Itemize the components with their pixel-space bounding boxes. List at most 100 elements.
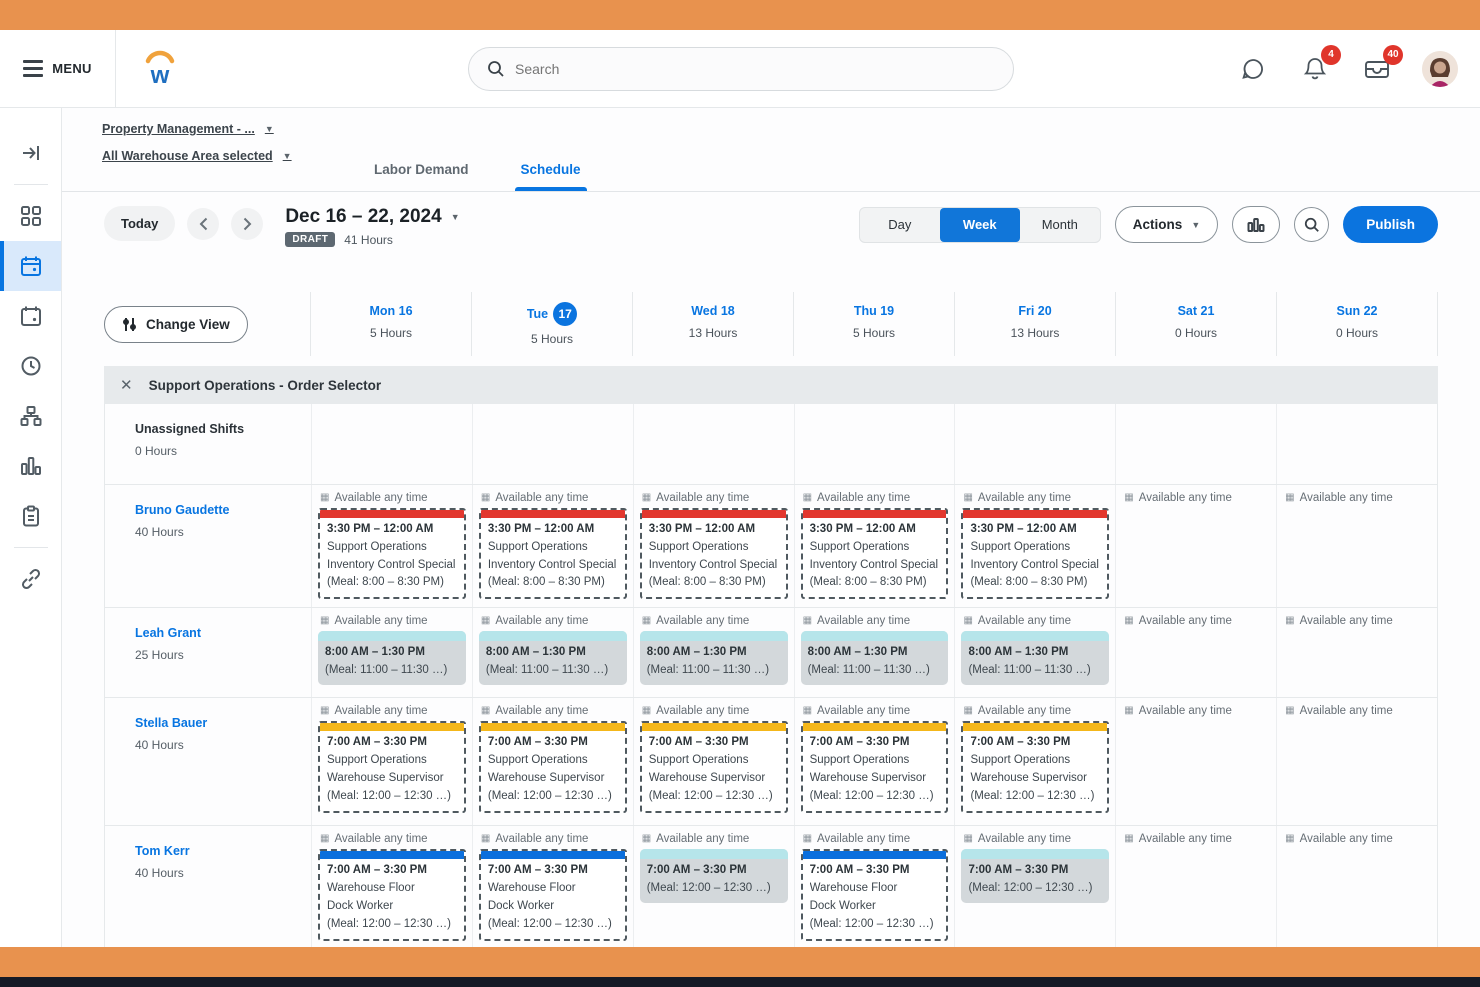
shift-color-bar: [639, 849, 788, 860]
shift-card[interactable]: 8:00 AM – 1:30 PM (Meal: 11:00 – 11:30 …): [639, 631, 788, 685]
shift-cell: [311, 404, 472, 484]
availability-label: ▦ Available any time: [803, 615, 950, 627]
shift-time-label: 7:00 AM – 3:30 PM: [646, 864, 747, 877]
sidebar-item-tasks[interactable]: [0, 491, 61, 541]
shift-card[interactable]: 7:00 AM – 3:30 PM Support Operations Wareh…: [961, 721, 1110, 813]
availability-calendar-icon: ▦: [802, 615, 813, 627]
day-header-row: Change View Mon 16 5 Hours Tue 17 5 Hours Wed…: [104, 292, 1438, 356]
shift-card[interactable]: 8:00 AM – 1:30 PM (Meal: 11:00 – 11:30 …): [478, 631, 627, 685]
sidebar-item-links[interactable]: [0, 554, 61, 604]
shift-cell: ▦ Available any time: [1115, 698, 1276, 826]
tab-labor-demand[interactable]: Labor Demand: [374, 162, 469, 177]
today-date-badge: 17: [553, 302, 578, 326]
actions-button[interactable]: Actions ▼: [1114, 206, 1219, 243]
availability-calendar-icon: ▦: [1285, 492, 1295, 503]
availability-text: Available any time: [1138, 833, 1232, 846]
shift-card[interactable]: 7:00 AM – 3:30 PM Warehouse Floor Dock Wor…: [478, 849, 627, 941]
view-mode-day[interactable]: Day: [888, 217, 912, 232]
page-header: Property Management - ... ▼ All Warehous…: [62, 108, 1480, 192]
change-view-button[interactable]: Change View: [104, 305, 248, 343]
shift-detail-label: (Meal: 12:00 – 12:30 …): [648, 789, 773, 802]
shift-card[interactable]: 8:00 AM – 1:30 PM (Meal: 11:00 – 11:30 …): [800, 631, 949, 685]
shift-card[interactable]: 3:30 PM – 12:00 AM Support Operations Inve…: [800, 508, 949, 600]
notifications-button[interactable]: 4: [1298, 44, 1341, 86]
shift-card[interactable]: 8:00 AM – 1:30 PM (Meal: 11:00 – 11:30 …): [318, 631, 466, 685]
shift-card[interactable]: 3:30 PM – 12:00 AM Support Operations Inve…: [478, 508, 627, 600]
shift-card-body: 7:00 AM – 3:30 PM Support Operations Wareh…: [803, 731, 947, 810]
menu-label: MENU: [52, 61, 92, 76]
shift-card[interactable]: 3:30 PM – 12:00 AM Support Operations Inve…: [961, 508, 1110, 600]
shift-time-label: 3:30 PM – 12:00 AM: [648, 523, 756, 535]
shift-color-bar: [478, 631, 627, 642]
shift-card[interactable]: 8:00 AM – 1:30 PM (Meal: 11:00 – 11:30 …): [961, 631, 1110, 685]
shift-detail-label: (Meal: 12:00 – 12:30 …): [327, 917, 452, 930]
employee-name-link[interactable]: Leah Grant: [135, 626, 201, 641]
shift-card[interactable]: 7:00 AM – 3:30 PM Support Operations Wareh…: [478, 721, 627, 813]
sidebar-item-analytics[interactable]: [0, 441, 61, 491]
availability-calendar-icon: ▦: [320, 492, 330, 503]
workday-logo[interactable]: w: [140, 47, 180, 91]
shift-cell: ▦ Available any time: [1276, 698, 1437, 826]
shift-cell: ▦ Available any time: [1276, 826, 1437, 947]
shift-card[interactable]: 3:30 PM – 12:00 AM Support Operations Inve…: [639, 508, 788, 600]
sidebar-divider: [13, 184, 48, 185]
global-menu-button[interactable]: MENU: [0, 30, 116, 107]
shift-card-body: 8:00 AM – 1:30 PM (Meal: 11:00 – 11:30 …): [318, 641, 466, 685]
prev-week-button[interactable]: [187, 208, 220, 240]
coverage-chart-button[interactable]: [1232, 206, 1281, 243]
employee-name-link[interactable]: Tom Kerr: [135, 844, 190, 859]
date-range-selector[interactable]: Dec 16 – 22, 2024 ▼: [285, 206, 459, 228]
schedule-grid: Change View Mon 16 5 Hours Tue 17 5 Hours Wed…: [104, 292, 1438, 947]
shift-color-bar: [961, 631, 1110, 642]
availability-label: ▦ Available any time: [1124, 615, 1271, 627]
shift-card-body: 8:00 AM – 1:30 PM (Meal: 11:00 – 11:30 …): [640, 641, 788, 685]
shift-card[interactable]: 7:00 AM – 3:30 PM Support Operations Wareh…: [639, 721, 788, 813]
availability-calendar-icon: ▦: [1124, 615, 1134, 627]
employee-name-link[interactable]: Bruno Gaudette: [135, 503, 230, 517]
collapse-panel-icon[interactable]: [0, 128, 61, 178]
shift-time-label: 3:30 PM – 12:00 AM: [327, 523, 434, 535]
sidebar-item-schedule[interactable]: [0, 241, 61, 291]
org-selector[interactable]: Property Management - ... ▼: [102, 122, 292, 136]
shift-card[interactable]: 7:00 AM – 3:30 PM Support Operations Wareh…: [800, 721, 949, 813]
day-name-text: Tue: [526, 307, 549, 321]
availability-label: ▦ Available any time: [1285, 492, 1432, 504]
shift-detail-label: Warehouse Floor: [809, 882, 898, 895]
shift-card[interactable]: 3:30 PM – 12:00 AM Support Operations Inve…: [318, 508, 466, 600]
employee-name-link[interactable]: Stella Bauer: [135, 716, 208, 731]
search-input[interactable]: [515, 61, 995, 77]
shift-card[interactable]: 7:00 AM – 3:30 PM (Meal: 12:00 – 12:30 …): [961, 849, 1110, 903]
shift-time-label: 8:00 AM – 1:30 PM: [485, 646, 586, 659]
availability-calendar-icon: ▦: [320, 705, 330, 717]
tab-schedule[interactable]: Schedule: [514, 162, 587, 191]
grid-search-button[interactable]: [1294, 207, 1330, 242]
shift-cell: [632, 404, 794, 484]
shift-card[interactable]: 7:00 AM – 3:30 PM Warehouse Floor Dock Wor…: [318, 849, 466, 941]
next-week-button[interactable]: [231, 208, 264, 240]
availability-text: Available any time: [334, 492, 428, 504]
publish-button[interactable]: Publish: [1343, 206, 1438, 243]
employee-hours-label: 0 Hours: [135, 444, 178, 458]
inbox-button[interactable]: 40: [1360, 44, 1403, 86]
view-mode-week[interactable]: Week: [939, 207, 1020, 242]
sidebar-item-staffing[interactable]: [0, 291, 61, 341]
sidebar-item-org-chart[interactable]: [0, 391, 61, 441]
shift-detail-label: (Meal: 8:00 – 8:30 PM): [970, 576, 1088, 589]
today-button[interactable]: Today: [104, 206, 176, 241]
availability-text: Available any time: [1299, 492, 1393, 504]
view-mode-month[interactable]: Month: [1041, 217, 1078, 232]
shift-card-body: 3:30 PM – 12:00 AM Support Operations Inve…: [803, 518, 947, 597]
profile-avatar[interactable]: [1422, 50, 1458, 87]
shift-card[interactable]: 7:00 AM – 3:30 PM Warehouse Floor Dock Wor…: [800, 849, 949, 941]
sidebar-divider: [13, 547, 48, 548]
chat-button[interactable]: [1236, 52, 1270, 86]
warehouse-area-selector[interactable]: All Warehouse Area selected ▼: [102, 149, 292, 163]
sidebar-item-time-clock[interactable]: [0, 341, 61, 391]
shift-card[interactable]: 7:00 AM – 3:30 PM Support Operations Wareh…: [318, 721, 466, 813]
shift-time-label: 3:30 PM – 12:00 AM: [970, 523, 1077, 535]
shift-card[interactable]: 7:00 AM – 3:30 PM (Meal: 12:00 – 12:30 …): [639, 849, 788, 903]
sidebar-item-dashboard[interactable]: [0, 191, 61, 241]
day-hours-label: 5 Hours: [530, 332, 574, 346]
close-icon[interactable]: ✕: [120, 376, 133, 394]
shift-card-body: 7:00 AM – 3:30 PM Warehouse Floor Dock Wor…: [320, 859, 464, 938]
